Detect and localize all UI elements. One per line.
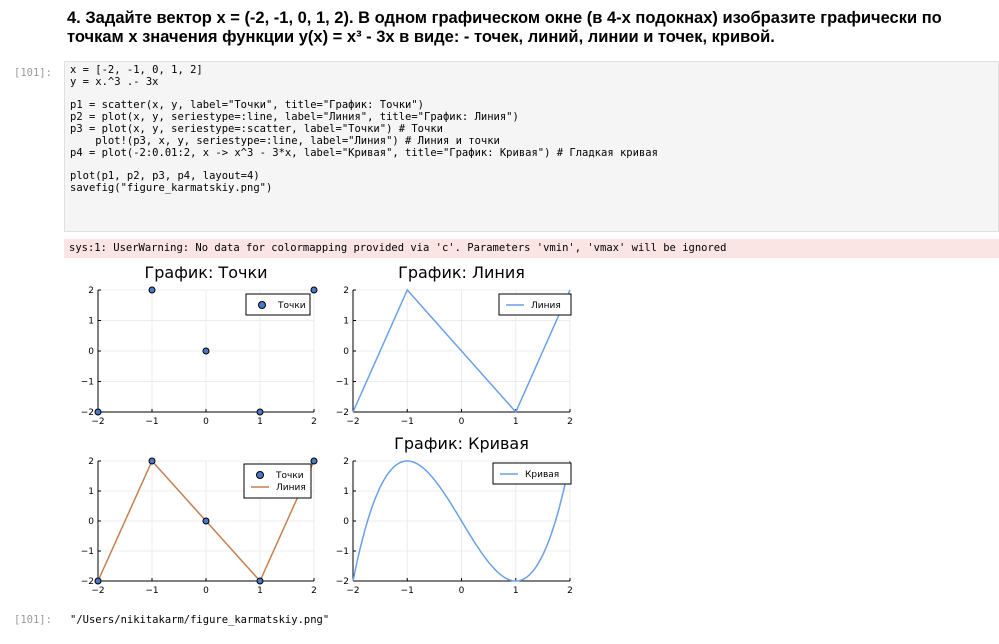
legend-marker — [258, 301, 266, 309]
legend-label: Точки — [275, 471, 304, 481]
legend-label: Точки — [277, 301, 306, 311]
y-tick-label: 1 — [88, 487, 94, 497]
y-tick-label: −1 — [336, 547, 349, 557]
code-line: p2 = plot(x, y, seriestype=:line, label=… — [70, 111, 519, 124]
plot-output: −2 −1 0 1 2 −2 −1 0 1 2 График: Точки Точки −2 −1 0 1 2 −… — [64, 258, 584, 612]
code-line: plot!(p3, x, y, seriestype=:line, label=… — [70, 134, 500, 147]
x-tick-label: −1 — [145, 417, 158, 427]
chart-title: График: Точки — [144, 263, 267, 282]
code-line: y = x.^3 .- 3x — [70, 75, 159, 88]
data-point — [148, 457, 156, 465]
data-point — [256, 577, 264, 585]
result-output: "/Users/nikitakarm/figure_karmatskiy.png… — [70, 614, 330, 626]
legend-marker — [256, 471, 264, 479]
x-tick-label: 2 — [567, 417, 573, 427]
legend-box — [243, 463, 312, 499]
y-tick-label: 0 — [343, 347, 349, 357]
y-tick-label: 2 — [88, 286, 94, 296]
y-tick-label: −1 — [81, 547, 94, 557]
x-tick-label: 0 — [459, 417, 465, 427]
y-tick-label: 2 — [88, 457, 94, 467]
code-line: p1 = scatter(x, y, label="Точки", title=… — [70, 99, 425, 112]
data-point — [202, 347, 210, 355]
y-tick-label: −2 — [81, 408, 94, 418]
y-tick-label: −2 — [81, 577, 94, 587]
code-line: x = [-2, -1, 0, 1, 2] — [70, 64, 203, 76]
y-tick-label: −1 — [336, 378, 349, 388]
data-point — [94, 408, 102, 416]
y-tick-label: 0 — [343, 517, 349, 527]
data-point — [256, 408, 264, 416]
legend-box — [245, 293, 311, 316]
code-cell[interactable]: x = [-2, -1, 0, 1, 2] y = x.^3 .- 3x p1 … — [64, 61, 999, 232]
chart-title: График: Линия — [398, 263, 525, 282]
x-tick-label: 1 — [513, 586, 519, 596]
data-point — [94, 577, 102, 585]
heading-line-2: точкам x значения функции y(x) = x³ - 3x… — [67, 28, 775, 46]
markdown-heading: 4. Задайте вектор x = (-2, -1, 0, 1, 2).… — [67, 9, 987, 47]
data-curve — [352, 460, 571, 582]
stderr-output: sys:1: UserWarning: No data for colormap… — [64, 239, 999, 258]
data-point — [148, 286, 156, 294]
legend-label: Линия — [276, 483, 306, 493]
legend-box — [492, 462, 572, 485]
x-tick-label: 0 — [203, 586, 209, 596]
x-tick-label: −2 — [346, 417, 359, 427]
y-tick-label: 1 — [88, 317, 94, 327]
x-tick-label: −2 — [346, 586, 359, 596]
cell-prompt: [101]: — [14, 67, 52, 79]
y-tick-label: 2 — [343, 457, 349, 467]
code-line: savefig("figure_karmatskiy.png") — [70, 181, 273, 194]
legend-box — [498, 293, 572, 316]
y-tick-label: 0 — [88, 517, 94, 527]
x-tick-label: 2 — [567, 586, 573, 596]
y-tick-label: 1 — [343, 487, 349, 497]
x-tick-label: −1 — [401, 586, 414, 596]
x-tick-label: 2 — [311, 417, 317, 427]
y-tick-label: −1 — [81, 378, 94, 388]
heading-line-1: 4. Задайте вектор x = (-2, -1, 0, 1, 2).… — [67, 9, 942, 27]
x-tick-label: −1 — [145, 586, 158, 596]
data-line — [352, 288, 571, 414]
data-point — [202, 517, 210, 525]
x-tick-label: 1 — [257, 586, 263, 596]
legend-label: Линия — [531, 301, 561, 311]
x-tick-label: −2 — [91, 417, 104, 427]
y-tick-label: −2 — [336, 408, 349, 418]
x-tick-label: 0 — [203, 417, 209, 427]
output-prompt: [101]: — [14, 614, 52, 626]
data-point — [310, 457, 318, 465]
data-point — [310, 286, 318, 294]
code-line: plot(p1, p2, p3, p4, layout=4) — [70, 170, 260, 183]
y-tick-label: 0 — [88, 347, 94, 357]
code-line: p3 = plot(x, y, seriestype=:scatter, lab… — [70, 122, 443, 135]
x-tick-label: 0 — [459, 586, 465, 596]
x-tick-label: −2 — [91, 586, 104, 596]
y-tick-label: −2 — [336, 577, 349, 587]
code-line: p4 = plot(-2:0.01:2, x -> x^3 - 3*x, lab… — [70, 146, 658, 159]
x-tick-label: 2 — [311, 586, 317, 596]
y-tick-label: 1 — [343, 317, 349, 327]
plot-figure: −2 −1 0 1 2 −2 −1 0 1 2 График: Точки Точки −2 −1 0 1 2 −… — [81, 263, 573, 596]
y-tick-label: 2 — [343, 286, 349, 296]
x-tick-label: 1 — [257, 417, 263, 427]
x-tick-label: −1 — [401, 417, 414, 427]
legend-label: Кривая — [525, 470, 559, 480]
chart-title: График: Кривая — [394, 434, 529, 453]
x-tick-label: 1 — [513, 417, 519, 427]
